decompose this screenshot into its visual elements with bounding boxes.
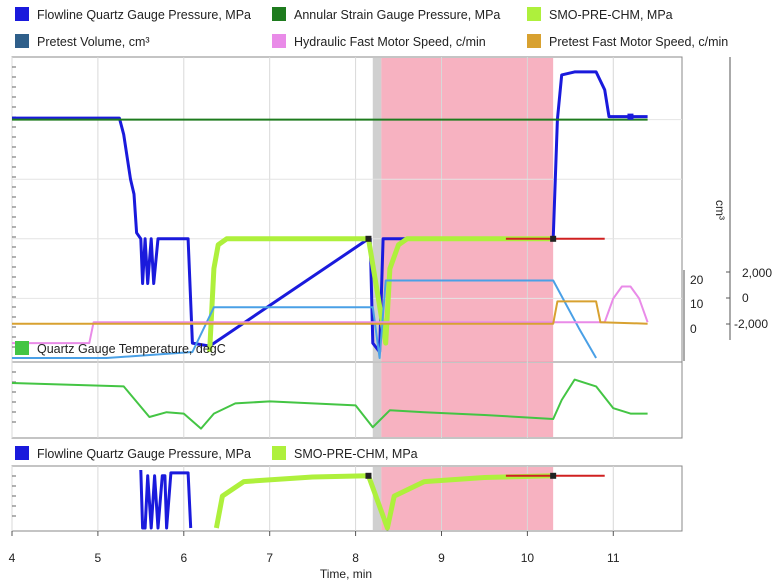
temperature-panel-frame xyxy=(11,361,683,439)
grid-lines xyxy=(11,57,682,531)
legend-bottom: Flowline Quartz Gauge Pressure, MPa SMO-… xyxy=(15,446,418,461)
right-tick-zero: 0 xyxy=(742,291,749,305)
series-line-pressure-panel-2 xyxy=(207,236,554,353)
series-line-temperature-panel-0 xyxy=(11,378,648,430)
legend-swatch-flowline-zoom xyxy=(15,446,29,460)
legend-swatch-temperature xyxy=(15,341,29,355)
x-axis: 4 5 6 7 8 9 10 11 xyxy=(9,531,620,565)
series-line-pressure-panel-4 xyxy=(12,285,649,345)
x-tick-label-11: 11 xyxy=(607,551,620,565)
x-axis-title: Time, min xyxy=(320,567,372,581)
right-tick-20: 20 xyxy=(690,273,704,287)
legend-label-pretest-motor: Pretest Fast Motor Speed, c/min xyxy=(549,35,728,49)
x-tick-label-9: 9 xyxy=(438,551,445,565)
legend-top: Flowline Quartz Gauge Pressure, MPa Annu… xyxy=(15,7,728,49)
marker-1 xyxy=(550,235,557,242)
legend-label-smo: SMO-PRE-CHM, MPa xyxy=(549,8,673,22)
right-tick-10: 10 xyxy=(690,297,704,311)
right-axis-inner: 20 10 0 xyxy=(683,270,704,361)
x-tick-label-10: 10 xyxy=(521,551,535,565)
series-line-pressure-panel-3 xyxy=(12,279,597,359)
right-tick-neg2000: -2,000 xyxy=(734,317,768,331)
shaded-region-1-panel-1 xyxy=(381,363,554,437)
right-tick-0: 0 xyxy=(690,322,697,336)
legend-swatch-pretest-motor xyxy=(527,34,541,48)
right-tick-2000: 2,000 xyxy=(742,266,772,280)
marker-0 xyxy=(365,235,372,242)
legend-label-annular: Annular Strain Gauge Pressure, MPa xyxy=(294,8,500,22)
legend-swatch-pretest-volume xyxy=(15,34,29,48)
x-tick-label-7: 7 xyxy=(266,551,273,565)
x-tick-label-6: 6 xyxy=(180,551,187,565)
legend-label-flowline-zoom: Flowline Quartz Gauge Pressure, MPa xyxy=(37,447,251,461)
legend-swatch-hydraulic xyxy=(272,34,286,48)
legend-label-temperature: Quartz Gauge Temperature, degC xyxy=(37,342,226,356)
marker-2 xyxy=(627,113,634,120)
shaded-region-1-panel-0 xyxy=(381,58,554,362)
legend-swatch-smo xyxy=(527,7,541,21)
right-axis-outer: 2,000 0 -2,000 cm³ xyxy=(713,57,772,340)
series-line-pressure-panel-0 xyxy=(12,70,648,354)
marker-4 xyxy=(550,472,557,479)
marker-3 xyxy=(365,472,372,479)
series-line-zoom-panel-0 xyxy=(139,469,193,530)
series-line-zoom-panel-1 xyxy=(213,473,554,531)
x-tick-label-8: 8 xyxy=(352,551,359,565)
legend-swatch-flowline xyxy=(15,7,29,21)
legend-label-smo-zoom: SMO-PRE-CHM, MPa xyxy=(294,447,418,461)
legend-label-pretest-volume: Pretest Volume, cm³ xyxy=(37,35,150,49)
x-tick-label-4: 4 xyxy=(9,551,16,565)
cm3-axis-label: cm³ xyxy=(713,200,727,220)
pressure-panel-frame xyxy=(11,56,683,364)
shaded-region-0-panel-1 xyxy=(372,363,382,437)
series-line-pressure-panel-5 xyxy=(12,300,648,325)
series-lines xyxy=(11,70,649,531)
shaded-region-0-panel-0 xyxy=(372,58,382,362)
legend-label-hydraulic: Hydraulic Fast Motor Speed, c/min xyxy=(294,35,486,49)
legend-label-flowline: Flowline Quartz Gauge Pressure, MPa xyxy=(37,8,251,22)
legend-swatch-smo-zoom xyxy=(272,446,286,460)
x-tick-label-5: 5 xyxy=(95,551,102,565)
legend-swatch-annular xyxy=(272,7,286,21)
legend-mid: Quartz Gauge Temperature, degC xyxy=(15,341,226,356)
